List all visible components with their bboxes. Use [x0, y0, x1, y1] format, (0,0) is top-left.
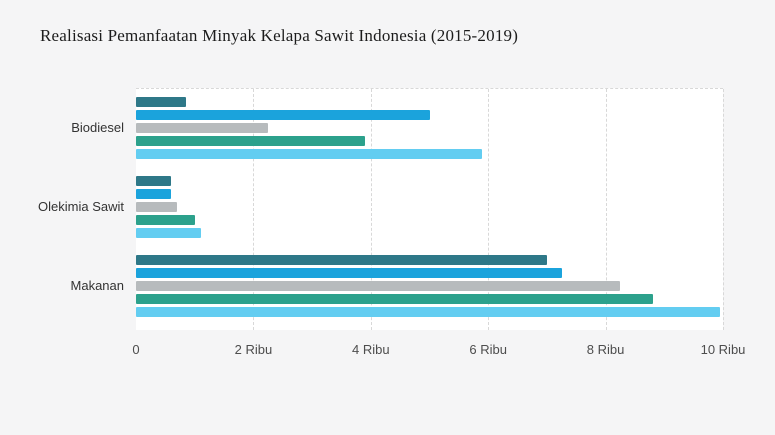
- bar-group: [136, 97, 723, 159]
- bar: [136, 110, 430, 120]
- bar: [136, 307, 721, 317]
- gridline: [488, 89, 490, 330]
- bar: [136, 281, 621, 291]
- gridline: [370, 89, 372, 330]
- bar-group: [136, 255, 723, 317]
- gridline: [723, 89, 724, 330]
- bar: [136, 268, 562, 278]
- bar: [136, 202, 178, 212]
- bar: [136, 136, 365, 146]
- y-axis-labels: Biodiesel Olekimia Sawit Makanan: [16, 88, 136, 330]
- category-label: Olekimia Sawit: [38, 198, 124, 214]
- category-label: Biodiesel: [71, 119, 124, 135]
- bar: [136, 149, 483, 159]
- chart-body: Biodiesel Olekimia Sawit Makanan 0 2 Ribu 4 …: [16, 88, 745, 357]
- bar: [136, 189, 172, 199]
- bar: [136, 228, 201, 238]
- bar-group: [136, 176, 723, 238]
- x-tick-label: 8 Ribu: [586, 342, 625, 357]
- plot-area: 0 2 Ribu 4 Ribu 6 Ribu 8 Ribu 10 Ribu: [132, 88, 745, 357]
- bar: [136, 123, 269, 133]
- gridline: [253, 89, 255, 330]
- bar: [136, 176, 172, 186]
- chart-title: Realisasi Pemanfaatan Minyak Kelapa Sawi…: [40, 26, 519, 45]
- bar-groups: [136, 89, 723, 330]
- x-tick-label: 4 Ribu: [352, 342, 390, 357]
- gridline: [605, 89, 607, 330]
- x-tick-label: 10 Ribu: [700, 342, 746, 357]
- bar: [136, 255, 547, 265]
- category-label: Makanan: [70, 277, 124, 293]
- bar: [136, 215, 195, 225]
- bar: [136, 294, 653, 304]
- x-tick-label: 2 Ribu: [234, 342, 273, 357]
- x-axis: 0 2 Ribu 4 Ribu 6 Ribu 8 Ribu 10 Ribu: [132, 330, 745, 360]
- x-tick-label: 6 Ribu: [469, 342, 507, 357]
- x-tick-label: 0: [132, 342, 140, 357]
- bar: [136, 97, 186, 107]
